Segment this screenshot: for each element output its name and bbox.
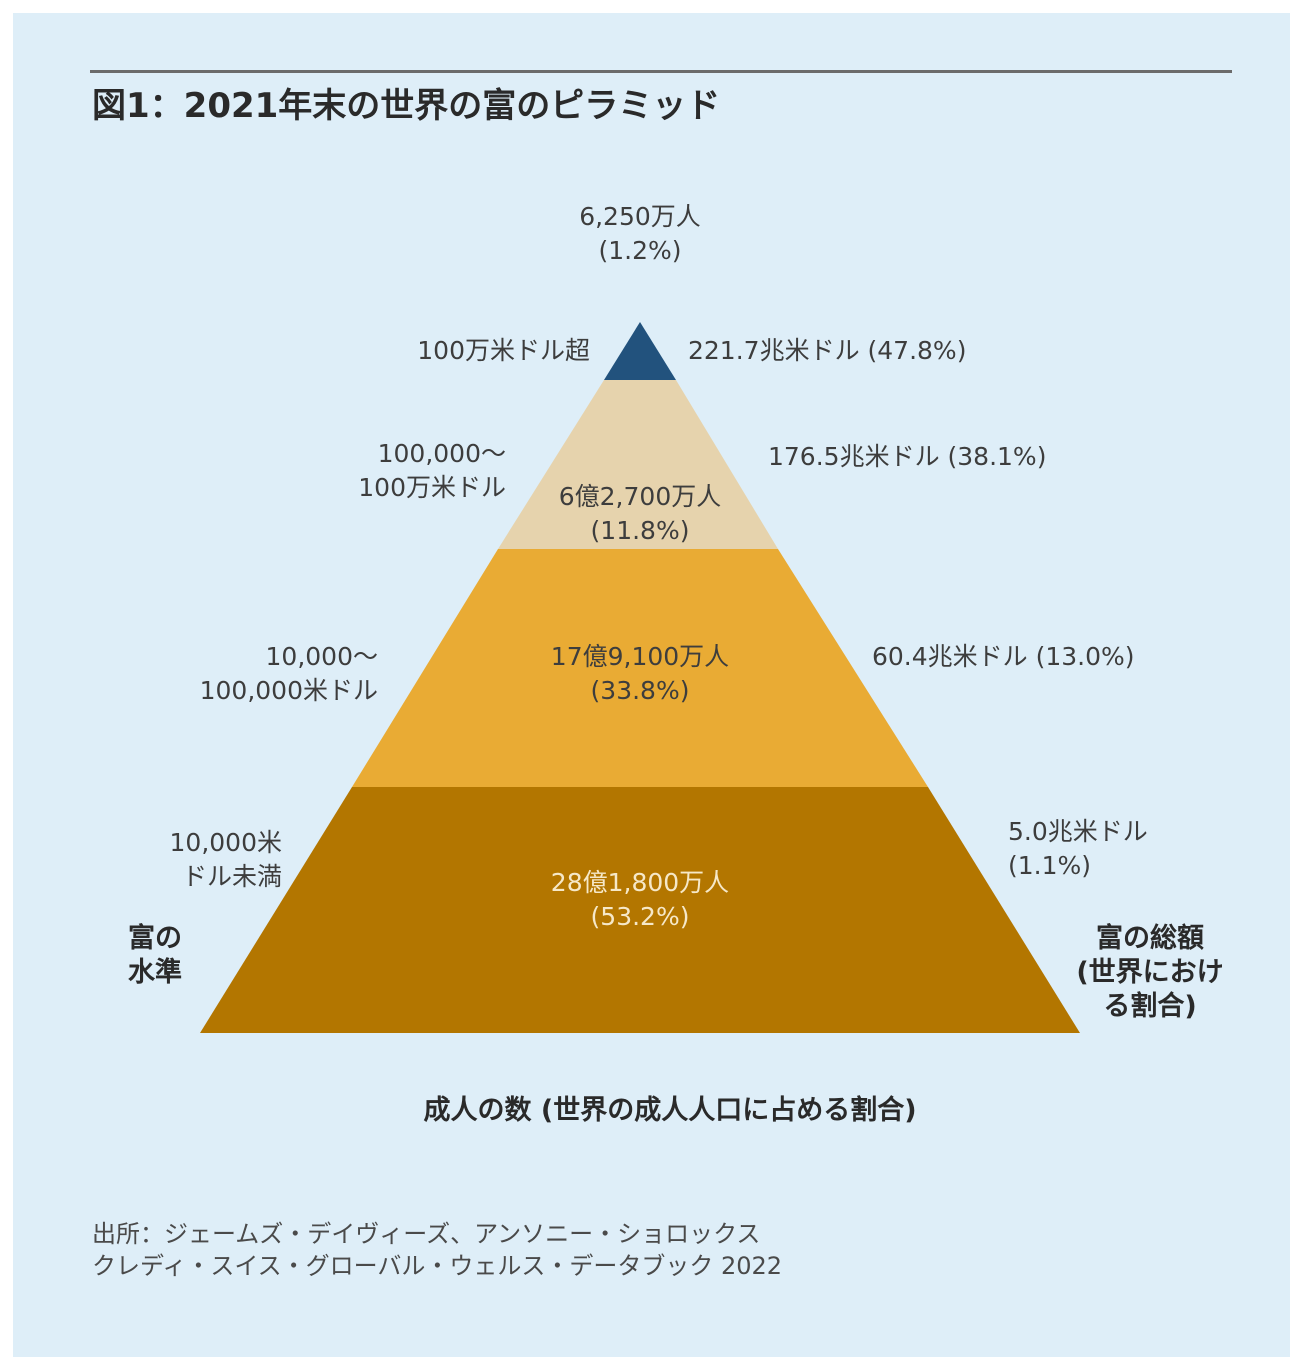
tier-bottom-adults: 28億1,800万人 (53.2%) [550, 868, 730, 931]
tier-upper-middle-wealth-range: 100,000～ 100万米ドル [358, 439, 506, 502]
tier-top-adults: 6,250万人 (1.2%) [579, 202, 701, 265]
source-note: 出所：ジェームズ・デイヴィーズ、アンソニー・ショロックス クレディ・スイス・グロ… [92, 1220, 783, 1280]
tier-upper-middle-total-wealth: 176.5兆米ドル (38.1%) [768, 442, 1047, 471]
tier-upper-middle [498, 380, 778, 549]
tier-bottom-total-wealth: 5.0兆米ドル (1.1%) [1008, 817, 1148, 880]
tier-bottom-wealth-range: 10,000米 ドル未満 [169, 828, 282, 891]
tier-middle-adults: 17億9,100万人 (33.8%) [550, 642, 730, 705]
tier-top [604, 322, 676, 380]
tier-bottom [200, 787, 1080, 1033]
title-rule [90, 70, 1232, 73]
tier-top-wealth-range: 100万米ドル超 [417, 336, 590, 365]
tier-middle-wealth-range: 10,000～ 100,000米ドル [199, 642, 378, 705]
tier-middle-total-wealth: 60.4兆米ドル (13.0%) [872, 642, 1135, 671]
tier-top-total-wealth: 221.7兆米ドル (47.8%) [688, 336, 967, 365]
right-axis-label: 富の総額 (世界におけ る割合) [1076, 923, 1224, 1022]
bottom-axis-label: 成人の数 (世界の成人人口に占める割合) [423, 1095, 917, 1126]
chart-title: 図1：2021年末の世界の富のピラミッド [92, 86, 721, 126]
left-axis-label: 富の 水準 [128, 923, 182, 988]
tier-upper-middle-adults: 6億2,700万人 (11.8%) [558, 482, 722, 545]
tier-middle [352, 549, 928, 787]
